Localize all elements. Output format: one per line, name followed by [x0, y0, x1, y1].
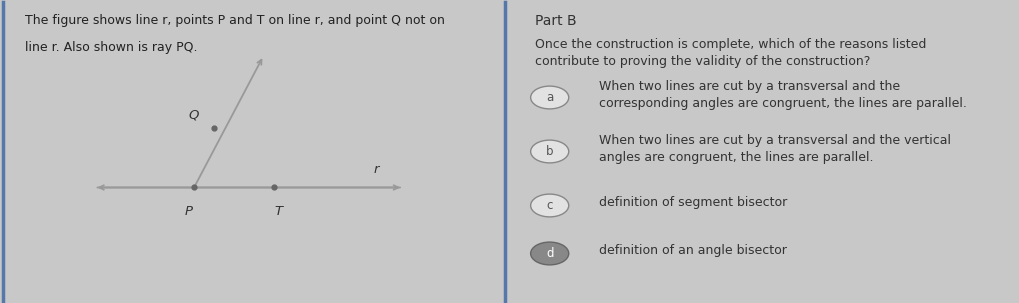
Text: The figure shows line r, points P and T on line r, and point Q not on: The figure shows line r, points P and T … [25, 14, 445, 27]
Text: When two lines are cut by a transversal and the
corresponding angles are congrue: When two lines are cut by a transversal … [599, 79, 967, 109]
Circle shape [531, 242, 569, 265]
Circle shape [531, 194, 569, 217]
Text: definition of an angle bisector: definition of an angle bisector [599, 244, 787, 257]
Text: P: P [185, 205, 193, 218]
Text: c: c [546, 199, 553, 212]
Text: a: a [546, 91, 553, 104]
Text: T: T [274, 205, 282, 218]
Text: b: b [546, 145, 553, 158]
Text: definition of segment bisector: definition of segment bisector [599, 196, 787, 209]
Text: line r. Also shown is ray PQ.: line r. Also shown is ray PQ. [25, 41, 198, 54]
Text: r: r [373, 163, 379, 176]
Text: When two lines are cut by a transversal and the vertical
angles are congruent, t: When two lines are cut by a transversal … [599, 134, 951, 164]
Circle shape [531, 86, 569, 109]
Text: Part B: Part B [535, 14, 577, 28]
Text: d: d [546, 247, 553, 260]
Text: Once the construction is complete, which of the reasons listed
contribute to pro: Once the construction is complete, which… [535, 38, 926, 68]
Text: Q: Q [189, 108, 199, 122]
Circle shape [531, 140, 569, 163]
